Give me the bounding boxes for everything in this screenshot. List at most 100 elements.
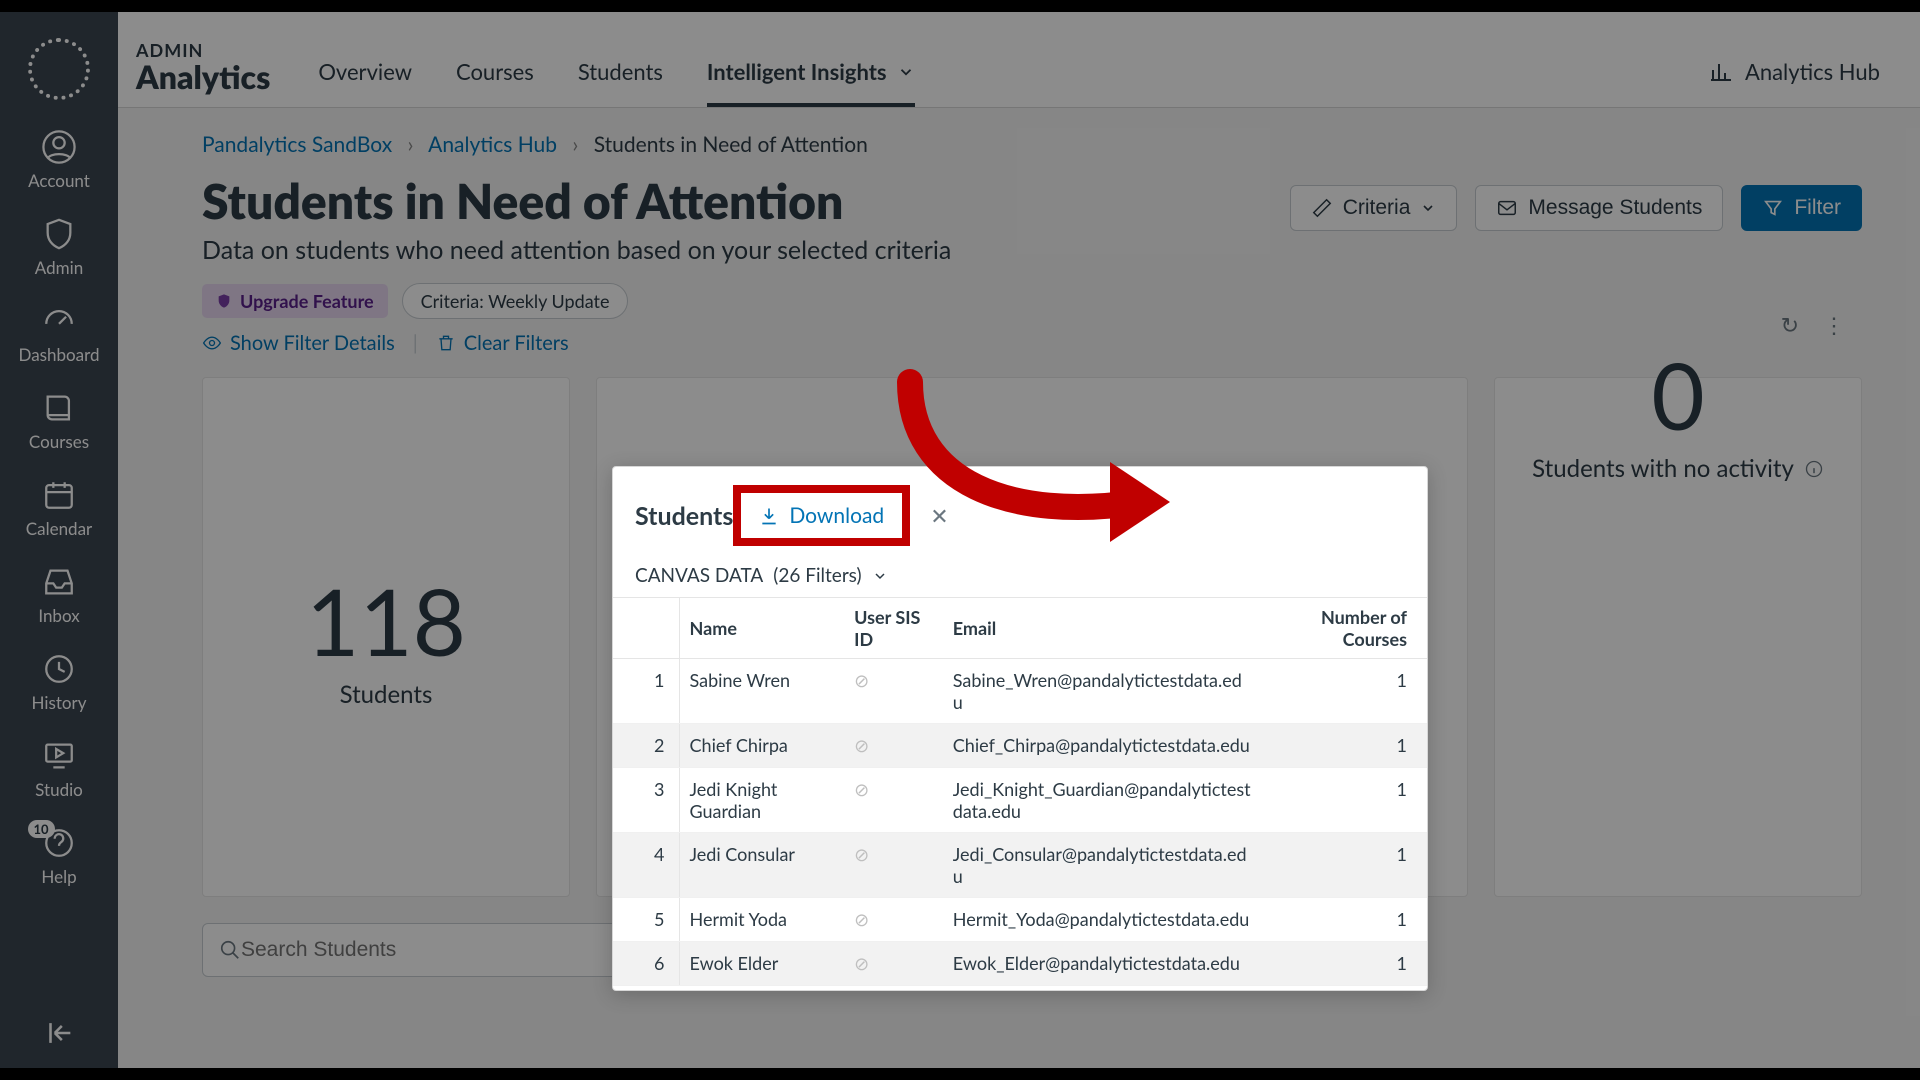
nav-label: Account (28, 170, 90, 191)
search-icon (219, 939, 241, 961)
cell-name: Hermit Yoda (679, 898, 844, 942)
analytics-hub-link[interactable]: Analytics Hub (1709, 58, 1880, 107)
primary-tabs: Overview Courses Students Intelligent In… (318, 12, 914, 107)
table-row[interactable]: 3Jedi Knight Guardian⊘Jedi_Knight_Guardi… (613, 768, 1427, 833)
clear-filters[interactable]: Clear Filters (436, 331, 569, 355)
col-index (613, 598, 679, 659)
popover-title: Students (635, 501, 733, 531)
nav-dashboard[interactable]: Dashboard (19, 304, 100, 365)
nav-label: Inbox (38, 605, 79, 626)
eye-icon (202, 333, 222, 353)
tab-courses[interactable]: Courses (456, 58, 534, 107)
show-filter-details[interactable]: Show Filter Details (202, 331, 395, 355)
row-index: 1 (613, 659, 679, 724)
nav-account[interactable]: Account (28, 130, 90, 191)
inbox-icon (42, 565, 76, 599)
cell-name: Chief Chirpa (679, 724, 844, 768)
divider: | (413, 331, 418, 355)
cell-courses: 1 (1261, 768, 1427, 833)
canvas-logo-icon (28, 38, 90, 100)
table-row[interactable]: 4Jedi Consular⊘Jedi_Consular@pandalytict… (613, 833, 1427, 898)
nav-admin[interactable]: Admin (35, 217, 83, 278)
cell-name: Ewok Elder (679, 942, 844, 986)
btn-label: Message Students (1528, 196, 1702, 220)
cell-sis: ⊘ (844, 898, 943, 942)
cell-name: Jedi Consular (679, 833, 844, 898)
students-popover: Students Download ✕ CANVAS DATA (26 Filt… (612, 466, 1428, 991)
nav-history[interactable]: History (32, 652, 87, 713)
filter-button[interactable]: Filter (1741, 185, 1862, 231)
row-index: 2 (613, 724, 679, 768)
hub-link-label: Analytics Hub (1745, 58, 1880, 85)
table-row[interactable]: 2Chief Chirpa⊘Chief_Chirpa@pandalytictes… (613, 724, 1427, 768)
nav-label: Courses (29, 431, 89, 452)
nav-studio[interactable]: Studio (35, 739, 83, 800)
nav-help[interactable]: 10 Help (41, 826, 76, 887)
tab-students[interactable]: Students (578, 58, 663, 107)
row-index: 6 (613, 942, 679, 986)
book-icon (42, 391, 76, 425)
cell-courses: 1 (1261, 898, 1427, 942)
nav-inbox[interactable]: Inbox (38, 565, 79, 626)
no-activity-caption: Students with no activity (1532, 454, 1794, 483)
datasource-label: CANVAS DATA (635, 564, 763, 587)
mail-icon (1496, 197, 1518, 219)
cell-sis: ⊘ (844, 833, 943, 898)
close-icon[interactable]: ✕ (930, 502, 948, 530)
global-nav: Account Admin Dashboard Courses Calendar… (0, 0, 118, 1080)
students-caption: Students (340, 680, 433, 709)
tab-insights[interactable]: Intelligent Insights (707, 58, 915, 107)
cell-sis: ⊘ (844, 659, 943, 724)
nav-collapse[interactable] (42, 1016, 76, 1050)
info-icon[interactable] (1804, 459, 1824, 479)
table-row[interactable]: 5Hermit Yoda⊘Hermit_Yoda@pandalytictestd… (613, 898, 1427, 942)
nav-calendar[interactable]: Calendar (26, 478, 92, 539)
datasource-toggle[interactable]: CANVAS DATA (26 Filters) (613, 552, 1427, 597)
cell-name: Sabine Wren (679, 659, 844, 724)
crumb-sep: › (572, 132, 578, 157)
message-students-button[interactable]: Message Students (1475, 185, 1723, 231)
btn-label: Filter (1794, 196, 1841, 220)
crumb-sandbox[interactable]: Pandalytics SandBox (202, 132, 392, 157)
no-activity-card: ↻ ⋮ 0 Students with no activity (1494, 377, 1862, 897)
download-button[interactable]: Download (743, 495, 900, 536)
download-highlight: Download (733, 485, 910, 546)
nav-label: Admin (35, 257, 83, 278)
cell-courses: 1 (1261, 942, 1427, 986)
nav-courses[interactable]: Courses (29, 391, 89, 452)
refresh-icon[interactable]: ↻ (1781, 311, 1799, 339)
breadcrumb: Pandalytics SandBox › Analytics Hub › St… (202, 132, 1862, 157)
col-courses[interactable]: Number of Courses (1261, 598, 1427, 659)
tab-overview[interactable]: Overview (318, 58, 412, 107)
link-label: Clear Filters (464, 331, 569, 355)
students-table: Name User SIS ID Email Number of Courses… (613, 597, 1427, 986)
col-name[interactable]: Name (679, 598, 844, 659)
col-sis[interactable]: User SIS ID (844, 598, 943, 659)
row-index: 5 (613, 898, 679, 942)
cell-sis: ⊘ (844, 942, 943, 986)
nav-label: History (32, 692, 87, 713)
students-card: 118 Students (202, 377, 570, 897)
cell-sis: ⊘ (844, 768, 943, 833)
crumb-hub[interactable]: Analytics Hub (428, 132, 557, 157)
btn-label: Criteria (1343, 196, 1411, 220)
table-row[interactable]: 1Sabine Wren⊘Sabine_Wren@pandalytictestd… (613, 659, 1427, 724)
table-row[interactable]: 6Ewok Elder⊘Ewok_Elder@pandalytictestdat… (613, 942, 1427, 986)
cell-name: Jedi Knight Guardian (679, 768, 844, 833)
col-email[interactable]: Email (943, 598, 1261, 659)
cell-email: Jedi_Consular@pandalytictestdata.edu (943, 833, 1261, 898)
speedometer-icon (42, 304, 76, 338)
calendar-icon (42, 478, 76, 512)
kebab-icon[interactable]: ⋮ (1823, 311, 1845, 339)
criteria-button[interactable]: Criteria (1290, 185, 1458, 231)
chevron-down-icon (872, 568, 888, 584)
filter-icon (1762, 197, 1784, 219)
upgrade-chip[interactable]: Upgrade Feature (202, 284, 388, 318)
shield-icon (42, 217, 76, 251)
tab-label: Intelligent Insights (707, 58, 887, 85)
nav-label: Calendar (26, 518, 92, 539)
link-label: Show Filter Details (230, 331, 395, 355)
cell-courses: 1 (1261, 724, 1427, 768)
collapse-icon (42, 1016, 76, 1050)
criteria-chip[interactable]: Criteria: Weekly Update (402, 283, 629, 319)
